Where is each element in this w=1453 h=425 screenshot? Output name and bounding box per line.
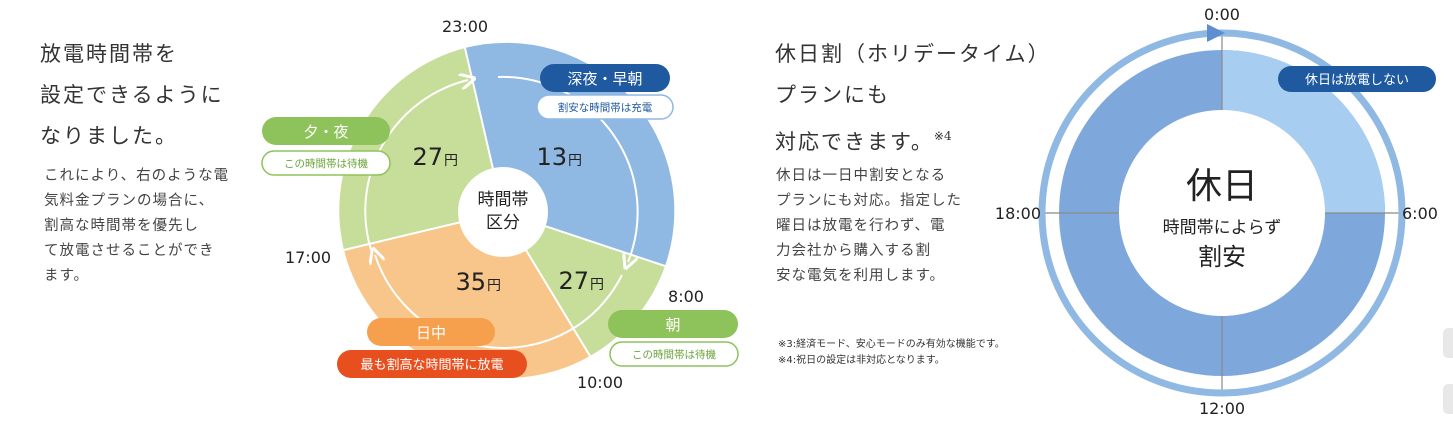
center-label-line: 時間帯	[478, 190, 529, 210]
yen-unit: 円	[568, 153, 582, 169]
footnote-line: ※3:経済モード、安心モードのみ有効な機能です。	[778, 339, 1005, 350]
footnote-ref: ※4	[933, 129, 952, 143]
badge-holiday	[1278, 66, 1436, 92]
left-body: これにより、右のような電 気料金プランの場合に、 割高な時間帯を優先し て放電さ…	[44, 164, 229, 289]
left-heading-line: なりました。	[40, 124, 178, 148]
clock-label-left: 18:00	[995, 204, 1041, 223]
badge-evening-title: 夕・夜	[303, 123, 348, 141]
holiday-body-line: 休日は一日中割安となる	[776, 168, 947, 184]
time-label-1000: 10:00	[577, 373, 623, 392]
badge-evening	[262, 117, 390, 145]
time-label-0800: 8:00	[668, 287, 704, 306]
badge-daytime-sub	[337, 350, 527, 378]
badge-morning-subtitle: この時間帯は待機	[632, 348, 716, 361]
badge-midnight	[540, 64, 670, 92]
badge-holiday-label: 休日は放電しない	[1305, 73, 1409, 88]
badge-morning-sub	[609, 341, 739, 367]
clockwise-arrow	[364, 80, 468, 251]
clock-center-big: 休日	[1186, 166, 1258, 207]
holiday-heading-line-3: 対応できます。※4	[775, 116, 1051, 163]
yen-unit: 円	[590, 277, 604, 293]
yen-unit: 円	[487, 278, 501, 294]
left-heading-line: 放電時間帯を	[40, 42, 178, 66]
holiday-heading-line: 休日割（ホリデータイム）	[775, 42, 1051, 66]
price-daytime: 35	[455, 268, 486, 296]
holiday-heading-line: プランにも	[775, 83, 890, 107]
badge-daytime-title: 日中	[416, 324, 446, 342]
left-body-line: 割高な時間帯を優先し	[44, 218, 199, 234]
badge-daytime	[367, 318, 495, 346]
badge-daytime-subtitle: 最も割高な時間帯に放電	[360, 357, 503, 373]
left-heading-line: 設定できるように	[40, 83, 224, 107]
holiday-body-line: 安な電気を利用します。	[776, 268, 946, 284]
holiday-body-line: 曜日は放電を行わず、電	[776, 218, 946, 234]
footnotes: ※3:経済モード、安心モードのみ有効な機能です。 ※4:祝日の設定は非対応となり…	[778, 337, 1005, 369]
holiday-heading: 休日割（ホリデータイム） プランにも 対応できます。※4	[775, 34, 1051, 163]
price-evening: 27	[412, 143, 443, 171]
yen-unit: 円	[444, 153, 458, 169]
badge-midnight-subtitle: 割安な時間帯は充電	[558, 101, 653, 114]
left-body-line: て放電させることができ	[44, 243, 215, 259]
badge-midnight-sub	[536, 94, 674, 120]
clockwise-arrow	[579, 274, 623, 325]
clock-label-top: 0:00	[1204, 5, 1240, 24]
left-heading: 放電時間帯を 設定できるように なりました。	[40, 34, 224, 157]
clock-center-disc	[1119, 110, 1325, 316]
center-label-line: 区分	[486, 213, 520, 233]
clock-center-line1: 時間帯によらず	[1163, 218, 1282, 238]
clock-label-right: 6:00	[1402, 204, 1438, 223]
footnote-line: ※4:祝日の設定は非対応となります。	[778, 355, 945, 366]
edge-decoration	[1443, 328, 1453, 358]
price-morning: 27	[558, 267, 589, 295]
time-label-2300: 23:00	[442, 17, 488, 36]
badge-evening-sub	[261, 150, 391, 176]
badge-morning	[608, 310, 738, 338]
clock-label-bottom: 12:00	[1199, 399, 1245, 418]
left-body-line: これにより、右のような電	[44, 168, 230, 184]
holiday-body: 休日は一日中割安となる プランにも対応。指定した 曜日は放電を行わず、電 力会社…	[776, 164, 962, 289]
clockwise-arrow	[497, 75, 639, 262]
holiday-body-line: 力会社から購入する割	[776, 243, 931, 259]
badge-evening-subtitle: この時間帯は待機	[284, 157, 368, 170]
left-body-line: 気料金プランの場合に、	[44, 193, 215, 209]
holiday-body-line: プランにも対応。指定した	[776, 193, 962, 209]
price-midnight: 13	[536, 143, 567, 171]
center-disc	[458, 167, 548, 257]
badge-midnight-title: 深夜・早朝	[567, 70, 642, 88]
left-body-line: ます。	[44, 268, 90, 284]
edge-decoration	[1443, 384, 1453, 414]
badge-morning-title: 朝	[665, 316, 680, 334]
time-label-1700: 17:00	[285, 248, 331, 267]
clock-top-arrow	[1207, 24, 1225, 42]
holiday-heading-text: 対応できます。	[775, 130, 934, 154]
clock-center-line2: 割安	[1198, 243, 1246, 271]
